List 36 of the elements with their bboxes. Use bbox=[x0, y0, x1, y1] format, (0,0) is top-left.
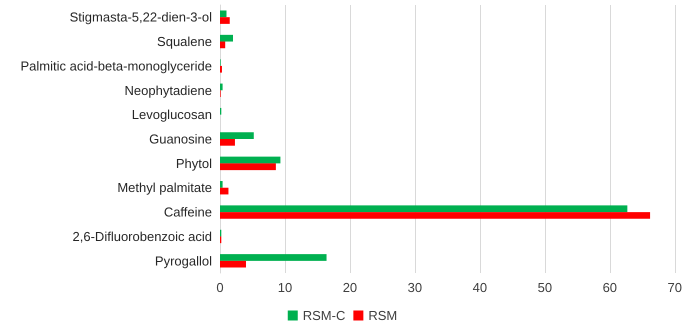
bar bbox=[220, 34, 233, 42]
y-tick-label: Methyl palmitate bbox=[117, 180, 212, 196]
bar bbox=[220, 42, 226, 48]
y-tick-label: Palmitic acid-beta-monoglyceride bbox=[20, 58, 212, 74]
y-tick-label: Neophytadiene bbox=[124, 82, 212, 98]
bar bbox=[220, 260, 246, 268]
bar bbox=[220, 17, 230, 24]
x-tick-label: 60 bbox=[602, 280, 618, 295]
bar bbox=[220, 132, 254, 139]
bar bbox=[220, 156, 280, 164]
x-tick-label: 30 bbox=[408, 280, 422, 295]
bar bbox=[220, 254, 327, 261]
y-tick-label: Levoglucosan bbox=[132, 107, 212, 122]
y-tick-label: Pyrogallol bbox=[154, 253, 212, 268]
bar bbox=[220, 212, 650, 219]
y-tick-label: Phytol bbox=[176, 156, 212, 171]
legend-label: RSM bbox=[368, 308, 398, 323]
legend-label: RSM-C bbox=[302, 308, 346, 323]
bar bbox=[220, 84, 223, 90]
bar bbox=[220, 10, 226, 18]
x-tick-label: 10 bbox=[278, 280, 292, 295]
y-tick-label: Caffeine bbox=[164, 204, 212, 220]
y-tick-label: Stigmasta-5,22-dien-3-ol bbox=[70, 10, 212, 25]
x-tick-label: 50 bbox=[538, 280, 552, 295]
y-tick-label: Guanosine bbox=[149, 132, 212, 146]
bar bbox=[220, 139, 235, 146]
x-tick-label: 20 bbox=[342, 280, 358, 295]
x-tick-label: 70 bbox=[668, 280, 682, 295]
bar bbox=[220, 188, 228, 194]
x-tick-label: 0 bbox=[216, 280, 224, 295]
bar bbox=[220, 205, 628, 212]
x-tick-label: 40 bbox=[472, 280, 488, 295]
y-tick-label: 2,6-Difluorobenzoic acid bbox=[72, 228, 212, 244]
y-tick-label: Squalene bbox=[157, 34, 212, 50]
bar bbox=[220, 163, 276, 170]
bar bbox=[220, 181, 223, 188]
